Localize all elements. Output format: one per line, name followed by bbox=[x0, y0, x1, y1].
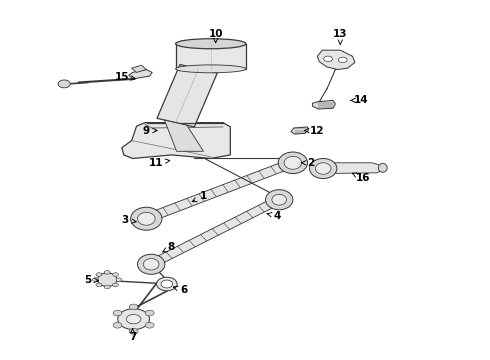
Ellipse shape bbox=[93, 278, 98, 282]
Ellipse shape bbox=[272, 194, 287, 205]
Ellipse shape bbox=[58, 80, 71, 88]
Text: 12: 12 bbox=[304, 126, 324, 135]
Polygon shape bbox=[318, 50, 355, 69]
Polygon shape bbox=[313, 100, 335, 109]
Text: 2: 2 bbox=[301, 158, 315, 168]
Ellipse shape bbox=[266, 190, 293, 210]
Text: 13: 13 bbox=[333, 29, 347, 45]
Polygon shape bbox=[291, 127, 309, 134]
Ellipse shape bbox=[338, 57, 347, 63]
Ellipse shape bbox=[96, 283, 102, 287]
Ellipse shape bbox=[161, 280, 172, 288]
Ellipse shape bbox=[175, 39, 246, 49]
Text: 7: 7 bbox=[129, 329, 136, 342]
Polygon shape bbox=[165, 120, 203, 151]
Polygon shape bbox=[323, 163, 383, 174]
Polygon shape bbox=[144, 159, 295, 222]
Ellipse shape bbox=[129, 328, 138, 334]
Ellipse shape bbox=[316, 163, 331, 174]
Ellipse shape bbox=[138, 212, 155, 225]
Ellipse shape bbox=[144, 258, 159, 270]
Ellipse shape bbox=[96, 273, 102, 276]
Polygon shape bbox=[122, 123, 230, 158]
Ellipse shape bbox=[284, 156, 302, 169]
Text: 10: 10 bbox=[208, 29, 223, 43]
Text: 1: 1 bbox=[192, 191, 207, 202]
Ellipse shape bbox=[118, 309, 149, 329]
Ellipse shape bbox=[113, 273, 119, 276]
Ellipse shape bbox=[113, 283, 119, 287]
Ellipse shape bbox=[104, 285, 110, 289]
Ellipse shape bbox=[310, 158, 337, 179]
Text: 14: 14 bbox=[351, 95, 368, 105]
Ellipse shape bbox=[113, 322, 122, 328]
Text: 4: 4 bbox=[267, 211, 280, 221]
Text: 8: 8 bbox=[163, 242, 174, 252]
Ellipse shape bbox=[324, 56, 332, 62]
Ellipse shape bbox=[138, 254, 165, 274]
Ellipse shape bbox=[278, 152, 308, 174]
Text: 9: 9 bbox=[143, 126, 157, 135]
Ellipse shape bbox=[113, 310, 122, 316]
Polygon shape bbox=[148, 197, 282, 267]
Text: 3: 3 bbox=[122, 215, 136, 225]
Ellipse shape bbox=[129, 304, 138, 310]
Ellipse shape bbox=[175, 65, 246, 73]
Ellipse shape bbox=[131, 207, 162, 230]
Polygon shape bbox=[132, 65, 147, 72]
Polygon shape bbox=[129, 69, 152, 79]
Ellipse shape bbox=[126, 315, 141, 324]
Ellipse shape bbox=[145, 322, 154, 328]
Text: 11: 11 bbox=[149, 158, 170, 168]
Text: 6: 6 bbox=[173, 285, 188, 296]
Polygon shape bbox=[157, 64, 217, 127]
Ellipse shape bbox=[145, 310, 154, 316]
Text: 15: 15 bbox=[115, 72, 136, 82]
Text: 16: 16 bbox=[352, 173, 370, 183]
Ellipse shape bbox=[98, 273, 117, 287]
Polygon shape bbox=[175, 44, 246, 69]
Ellipse shape bbox=[157, 277, 177, 291]
Ellipse shape bbox=[116, 278, 122, 282]
Ellipse shape bbox=[378, 163, 387, 172]
Text: 5: 5 bbox=[84, 275, 98, 285]
Ellipse shape bbox=[104, 271, 110, 274]
